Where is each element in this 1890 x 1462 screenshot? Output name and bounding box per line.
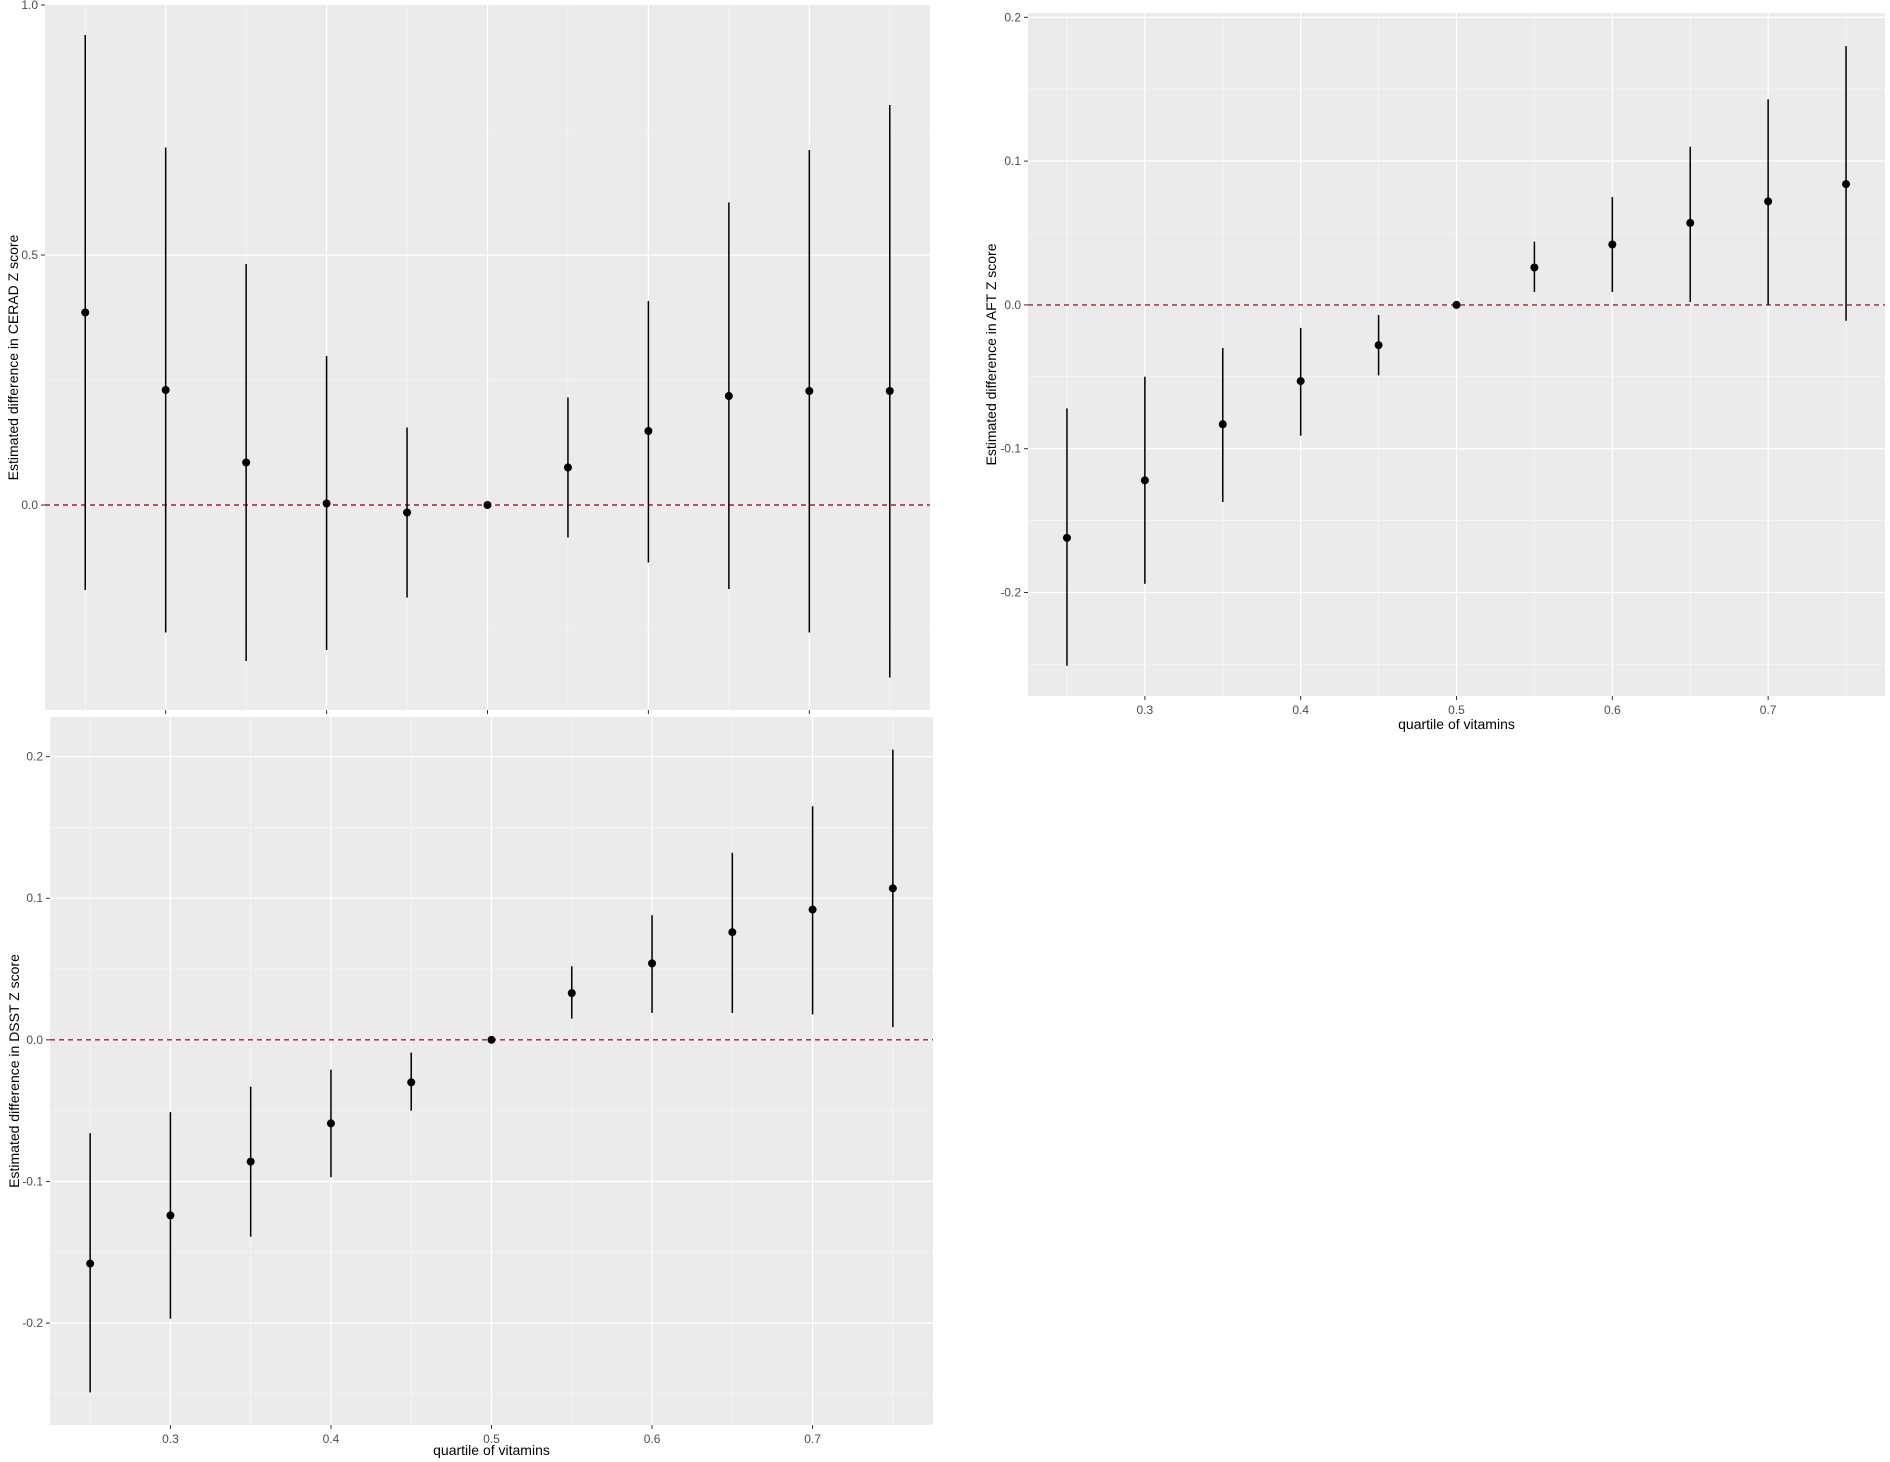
data-point bbox=[166, 1211, 175, 1220]
x-tick-label: 0.4 bbox=[323, 1432, 340, 1446]
x-tick-label: 0.3 bbox=[162, 1432, 179, 1446]
x-axis-title: quartile of vitamins bbox=[433, 1442, 550, 1458]
y-tick-label: 0.0 bbox=[21, 498, 38, 512]
data-point bbox=[563, 463, 572, 472]
data-marks bbox=[81, 35, 894, 678]
y-tick-label: 0.5 bbox=[21, 248, 38, 262]
data-point bbox=[1686, 218, 1695, 227]
data-point bbox=[805, 387, 814, 395]
chart-cerad: 0.0 0.5 1.0 Estimated difference in CERAD … bbox=[5, 0, 930, 714]
y-tick-label: 0.1 bbox=[26, 891, 43, 905]
data-point bbox=[724, 392, 733, 400]
data-point bbox=[246, 1157, 255, 1166]
x-axis-title: quartile of vitamins bbox=[1398, 716, 1515, 732]
data-point bbox=[242, 458, 251, 467]
x-tick-label: 0.5 bbox=[1448, 703, 1465, 717]
data-marks bbox=[86, 749, 897, 1393]
data-point bbox=[567, 989, 576, 998]
data-point bbox=[888, 884, 897, 893]
data-point bbox=[644, 427, 653, 435]
data-point bbox=[1374, 341, 1383, 350]
data-point bbox=[326, 1119, 335, 1128]
data-point bbox=[483, 501, 492, 509]
y-tick-label: -0.2 bbox=[22, 1316, 43, 1330]
data-point bbox=[1296, 377, 1305, 386]
data-marks bbox=[1062, 46, 1851, 666]
data-point bbox=[1842, 180, 1851, 189]
data-point bbox=[1218, 420, 1227, 429]
y-tick-label: 0.2 bbox=[1004, 10, 1021, 24]
chart-aft: 0.3 0.4 0.5 0.6 0.7 -0.2 -0.1 0.0 0.1 0.2 Estimat… bbox=[983, 10, 1885, 732]
data-point bbox=[1764, 197, 1773, 206]
x-tick-label: 0.5 bbox=[483, 1432, 500, 1446]
x-tick-label: 0.7 bbox=[1760, 703, 1777, 717]
y-tick-label: 0.1 bbox=[1004, 154, 1021, 168]
y-axis-title: Estimated difference in DSST Z score bbox=[6, 954, 22, 1188]
x-tick-label: 0.7 bbox=[804, 1432, 821, 1446]
data-point bbox=[1530, 263, 1539, 272]
x-tick-label: 0.6 bbox=[644, 1432, 661, 1446]
y-tick-label: 0.0 bbox=[26, 1033, 43, 1047]
data-point bbox=[161, 386, 170, 394]
data-point bbox=[728, 928, 737, 937]
data-point bbox=[885, 387, 894, 395]
y-tick-label: 0.2 bbox=[26, 750, 43, 764]
data-point bbox=[407, 1078, 416, 1087]
y-tick-label: -0.2 bbox=[1000, 585, 1021, 599]
data-point bbox=[322, 499, 331, 508]
y-tick-label: 0.0 bbox=[1004, 298, 1021, 312]
grid-lines bbox=[1028, 13, 1885, 696]
data-point bbox=[403, 508, 412, 517]
data-point bbox=[1452, 300, 1461, 309]
data-point bbox=[1140, 476, 1149, 485]
axis-ticks: 0.3 0.4 0.5 0.6 0.7 -0.2 -0.1 0.0 0.1 0.2 bbox=[1000, 10, 1776, 717]
data-point bbox=[487, 1035, 496, 1044]
x-tick-label: 0.3 bbox=[1137, 703, 1154, 717]
axis-ticks: 0.3 0.4 0.5 0.6 0.7 -0.2 -0.1 0.0 0.1 0.2 bbox=[22, 750, 821, 1446]
y-axis-title: Estimated difference in AFT Z score bbox=[983, 243, 999, 465]
chart-dsst: 0.3 0.4 0.5 0.6 0.7 -0.2 -0.1 0.0 0.1 0.2 Estimat… bbox=[6, 717, 933, 1458]
data-point bbox=[808, 905, 817, 914]
data-point bbox=[1608, 240, 1617, 249]
data-point bbox=[648, 959, 657, 968]
y-tick-label: -0.1 bbox=[1000, 442, 1021, 456]
x-tick-label: 0.4 bbox=[1292, 703, 1309, 717]
x-tick-label: 0.6 bbox=[1604, 703, 1621, 717]
data-point bbox=[81, 308, 90, 317]
y-tick-label: 1.0 bbox=[21, 0, 38, 12]
axis-ticks: 0.0 0.5 1.0 bbox=[21, 0, 810, 714]
y-tick-label: -0.1 bbox=[22, 1174, 43, 1188]
y-axis-title: Estimated difference in CERAD Z score bbox=[5, 234, 21, 480]
data-point bbox=[1062, 533, 1071, 542]
data-point bbox=[86, 1259, 95, 1268]
